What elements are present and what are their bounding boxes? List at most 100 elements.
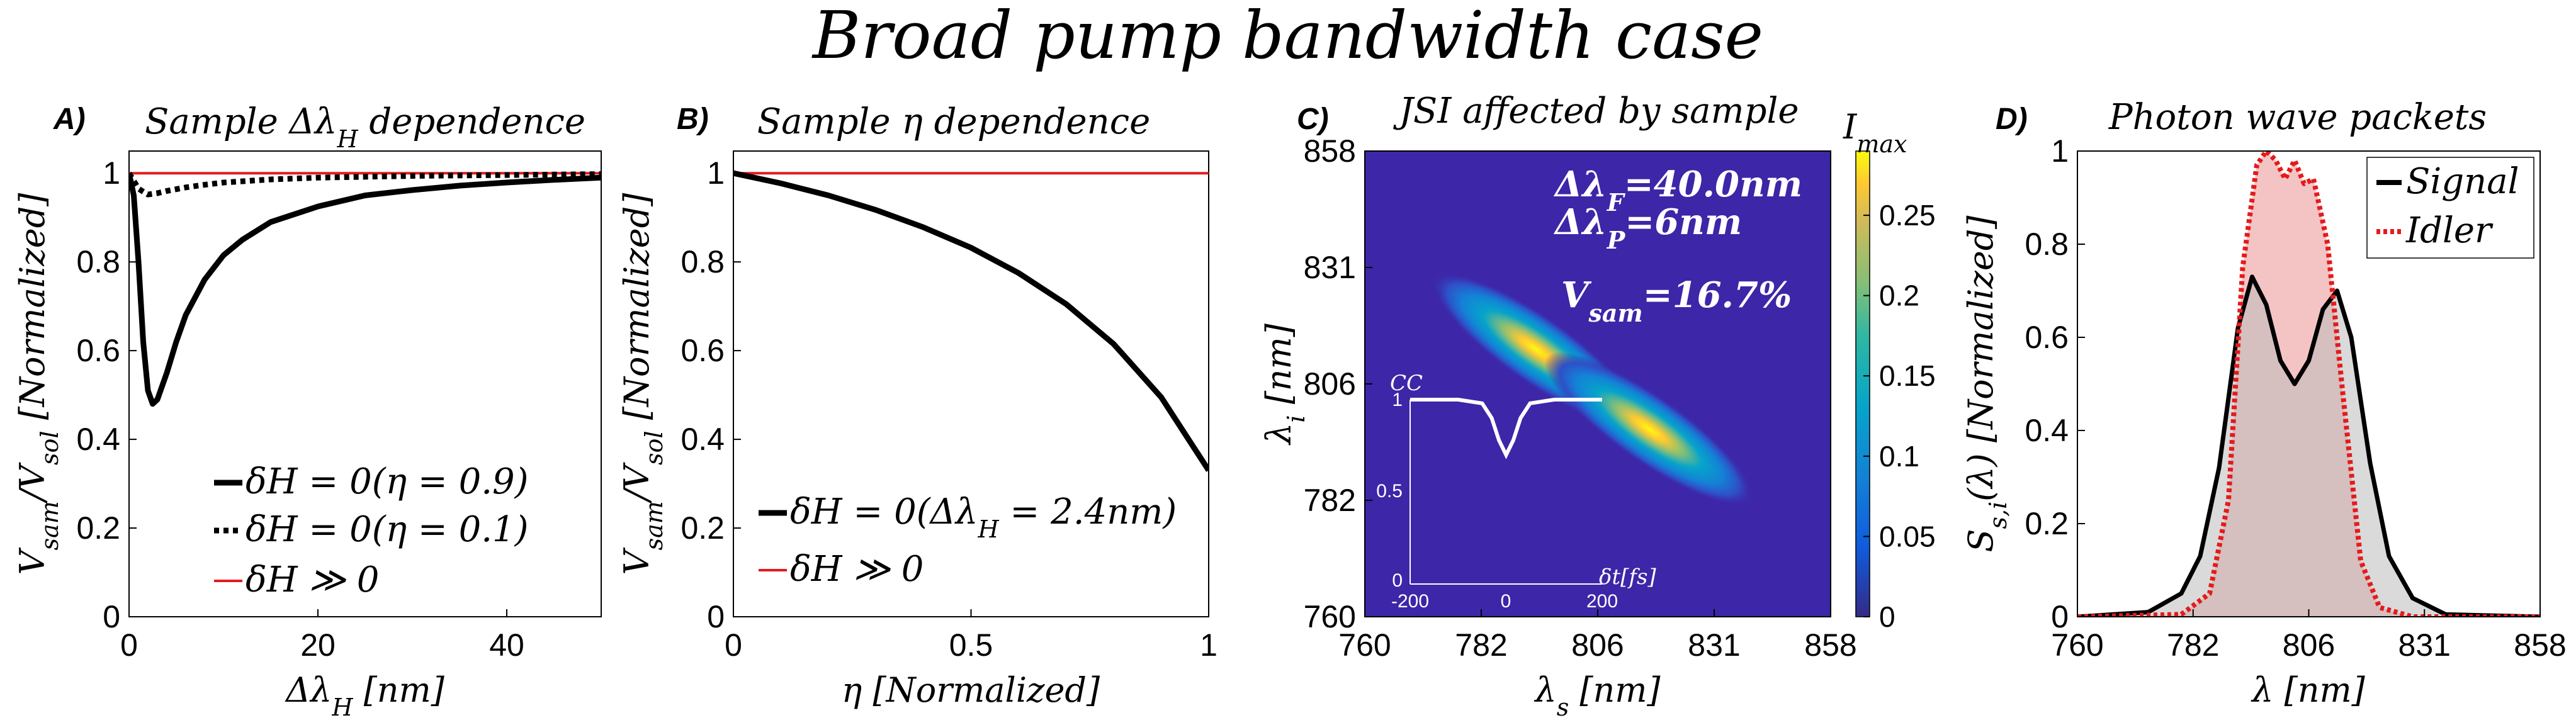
- panel-c-xlabel: λs [nm]: [1534, 670, 1661, 721]
- legend-entry-b-2: δH ≫ 0: [790, 549, 924, 590]
- inset-ytick-0.5: 0.5: [1376, 481, 1403, 502]
- ytick-label: 0: [707, 599, 725, 634]
- inset-xtick-200: 200: [1586, 591, 1618, 612]
- annotation-pump-bandwidth: ΔλP=6nm: [1553, 201, 1742, 254]
- ytick-label: 831: [1304, 250, 1356, 285]
- inset-xtick--200: -200: [1391, 591, 1429, 612]
- panel-b-title: Sample η dependence: [757, 101, 1151, 142]
- panel-b-axes: [733, 150, 1209, 617]
- legend-entry-b-1: δH = 0(ΔλH = 2.4nm): [790, 492, 1177, 543]
- xtick-label: 760: [1338, 627, 1391, 663]
- xtick-label: 1: [1200, 627, 1217, 663]
- ytick-label: 0.2: [76, 510, 120, 546]
- xtick-label: 858: [2514, 627, 2566, 663]
- xtick-label: 0: [725, 627, 742, 663]
- panel-b-xlabel: η [Normalized]: [842, 670, 1100, 710]
- inset-xlabel: δt[fs]: [1599, 565, 1656, 590]
- ytick-label: 0.4: [681, 422, 725, 457]
- cc-curve: [1410, 398, 1602, 459]
- xtick-label: 20: [300, 627, 336, 663]
- ytick-label: 858: [1304, 133, 1356, 169]
- xtick-label: 831: [1688, 627, 1740, 663]
- panel-a-ylabel: Vsam/Vsol [Normalized]: [13, 193, 64, 575]
- panel-b-ylabel: Vsam/Vsol [Normalized]: [617, 193, 668, 575]
- panel-a-title: Sample ΔλH dependence: [145, 101, 585, 153]
- panel-a-legend: δH = 0(η = 0.9) δH = 0(η = 0.1) δH ≫ 0: [214, 461, 529, 600]
- xtick-label: 806: [1571, 627, 1624, 663]
- inset-ytick-1: 1: [1392, 390, 1403, 410]
- panel-d-legend: Signal Idler: [2366, 157, 2534, 259]
- ytick-label: 0: [103, 599, 120, 634]
- panel-c: C) JSI affected by sample 760 782 806 831 85…: [1259, 91, 1936, 721]
- panel-d-title: Photon wave packets: [2108, 97, 2487, 138]
- xtick-label: 40: [489, 627, 524, 663]
- xtick-label: 782: [1455, 627, 1507, 663]
- ytick-label: 0.6: [76, 333, 120, 368]
- series-line-dotted-black: [129, 171, 601, 198]
- panel-d-label: D): [1996, 103, 2028, 136]
- panel-b: B) Sample η dependence 0 0.5 1 0 0.2 0.4 0.6 0.…: [617, 101, 1217, 710]
- xtick-label: 806: [2283, 627, 2335, 663]
- ytick-label: 0.8: [2025, 227, 2069, 262]
- panel-c-ylabel: λi [nm]: [1259, 323, 1310, 446]
- legend-entry-a-3: δH ≫ 0: [246, 559, 379, 600]
- colorbar-tick-label: 0.05: [1879, 520, 1936, 553]
- ytick-label: 760: [1304, 599, 1356, 634]
- ytick-label: 782: [1304, 483, 1356, 518]
- panel-a-label: A): [53, 103, 86, 136]
- panel-a-xlabel: ΔλH [nm]: [285, 670, 445, 721]
- inset-ylabel: CC: [1390, 371, 1423, 396]
- xtick-label: 760: [2051, 627, 2103, 663]
- colorbar-tick-label: 0: [1879, 600, 1895, 633]
- colorbar-label: Imax: [1843, 107, 1907, 158]
- ytick-label: 1: [103, 155, 120, 191]
- colorbar-tick-label: 0.15: [1879, 359, 1936, 392]
- ytick-label: 0: [2051, 599, 2069, 634]
- ytick-label: 1: [707, 155, 725, 191]
- ytick-label: 0.6: [681, 333, 725, 368]
- annotation-visibility: Vsam=16.7%: [1561, 274, 1792, 327]
- ytick-label: 0.6: [2025, 320, 2069, 355]
- legend-entry-a-1: δH = 0(η = 0.9): [246, 461, 529, 502]
- colorbar-tick-label: 0.1: [1879, 440, 1919, 473]
- panel-a: A) Sample ΔλH dependence 0 20 40 0 0.2 0.4 0.6…: [13, 101, 602, 721]
- ytick-label: 0.8: [76, 244, 120, 279]
- ytick-label: 806: [1304, 366, 1356, 402]
- colorbar: [1855, 150, 1870, 617]
- inset-ytick-0: 0: [1392, 570, 1403, 591]
- legend-entry-idler: Idler: [2405, 210, 2494, 251]
- panel-b-label: B): [677, 103, 709, 136]
- xtick-label: 0.5: [949, 627, 993, 663]
- xtick-label: 831: [2398, 627, 2451, 663]
- signal-line: [2077, 274, 2540, 617]
- legend-entry-a-2: δH = 0(η = 0.1): [246, 509, 529, 550]
- panel-d: D) Photon wave packets 760 782 806 831 858 0 0…: [1961, 97, 2567, 710]
- xtick-label: 782: [2167, 627, 2219, 663]
- inset-xtick-0: 0: [1501, 591, 1511, 612]
- panel-b-legend: δH = 0(ΔλH = 2.4nm) δH ≫ 0: [759, 492, 1177, 590]
- panel-d-ylabel: Ss,i(λ) [Normalized]: [1961, 215, 2012, 553]
- legend-entry-signal: Signal: [2406, 161, 2519, 202]
- series-line-solid-black: [733, 170, 1209, 472]
- annotation-filter-bandwidth: ΔλF=40.0nm: [1553, 164, 1802, 216]
- ytick-label: 0.4: [76, 422, 120, 457]
- panel-c-title: JSI affected by sample: [1393, 91, 1799, 132]
- cc-inset: CC δt[fs] 1 0.5 0 -200 0 200: [1376, 371, 1656, 612]
- ytick-label: 0.8: [681, 244, 725, 279]
- figure-title: Broad pump bandwidth case: [811, 0, 1763, 74]
- colorbar-tick-label: 0.2: [1879, 279, 1919, 312]
- jsi-lobe-lower: [1544, 352, 1754, 507]
- ytick-label: 0.4: [2025, 413, 2069, 448]
- panel-c-label: C): [1297, 103, 1329, 136]
- xtick-label: 0: [120, 627, 138, 663]
- signal-area: [2077, 276, 2540, 617]
- xtick-label: 858: [1804, 627, 1856, 663]
- ytick-label: 0.2: [2025, 506, 2069, 541]
- panel-a-axes: [128, 150, 602, 617]
- series-line-solid-black: [129, 172, 601, 407]
- panel-d-xlabel: λ [nm]: [2251, 670, 2365, 710]
- ytick-label: 0.2: [681, 510, 725, 546]
- colorbar-tick-label: 0.25: [1879, 199, 1936, 232]
- ytick-label: 1: [2051, 133, 2069, 169]
